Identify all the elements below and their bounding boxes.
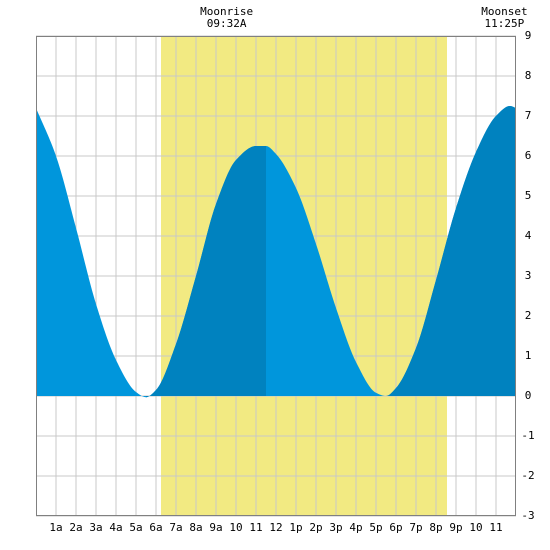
y-tick-label: 5: [524, 189, 532, 202]
moon-event-label: Moonrise: [200, 5, 254, 18]
moon-event-time: 11:25P: [484, 17, 525, 30]
y-tick-label: 7: [524, 109, 532, 122]
y-tick-label: 0: [524, 389, 532, 402]
y-tick-label: 2: [524, 309, 532, 322]
y-tick-label: 8: [524, 69, 532, 82]
x-tick-label: 8p: [429, 521, 443, 534]
x-tick-label: 7p: [409, 521, 423, 534]
x-tick-label: 6p: [389, 521, 403, 534]
x-tick-label: 3p: [329, 521, 343, 534]
plot-frame: [36, 36, 516, 516]
tide-area-dark: [146, 146, 266, 398]
moon-event-label: Moonset: [481, 5, 528, 18]
y-tick-label: 9: [524, 29, 532, 42]
x-tick-label: 7a: [169, 521, 183, 534]
x-tick-label: 3a: [89, 521, 103, 534]
y-tick-label: -3: [521, 509, 535, 522]
y-tick-label: 6: [524, 149, 532, 162]
x-tick-label: 11: [249, 521, 263, 534]
x-tick-label: 4p: [349, 521, 363, 534]
x-tick-label: 2a: [69, 521, 83, 534]
x-tick-label: 9a: [209, 521, 223, 534]
x-tick-label: 1a: [49, 521, 63, 534]
x-tick-label: 1p: [289, 521, 303, 534]
moon-event-time: 09:32A: [206, 17, 247, 30]
x-tick-label: 8a: [189, 521, 203, 534]
y-tick-label: 3: [524, 269, 532, 282]
x-tick-label: 10: [229, 521, 243, 534]
x-tick-label: 6a: [149, 521, 163, 534]
y-tick-label: 1: [524, 349, 532, 362]
y-tick-label: -1: [521, 429, 535, 442]
x-tick-label: 11: [489, 521, 503, 534]
x-tick-label: 2p: [309, 521, 323, 534]
x-tick-label: 9p: [449, 521, 463, 534]
y-tick-label: -2: [521, 469, 535, 482]
x-tick-label: 4a: [109, 521, 123, 534]
tide-area-dark: [386, 106, 516, 396]
x-tick-label: 10: [469, 521, 483, 534]
tide-area: [36, 106, 516, 398]
x-tick-label: 5p: [369, 521, 383, 534]
y-tick-label: 4: [524, 229, 532, 242]
x-tick-label: 5a: [129, 521, 143, 534]
x-tick-label: 12: [269, 521, 283, 534]
